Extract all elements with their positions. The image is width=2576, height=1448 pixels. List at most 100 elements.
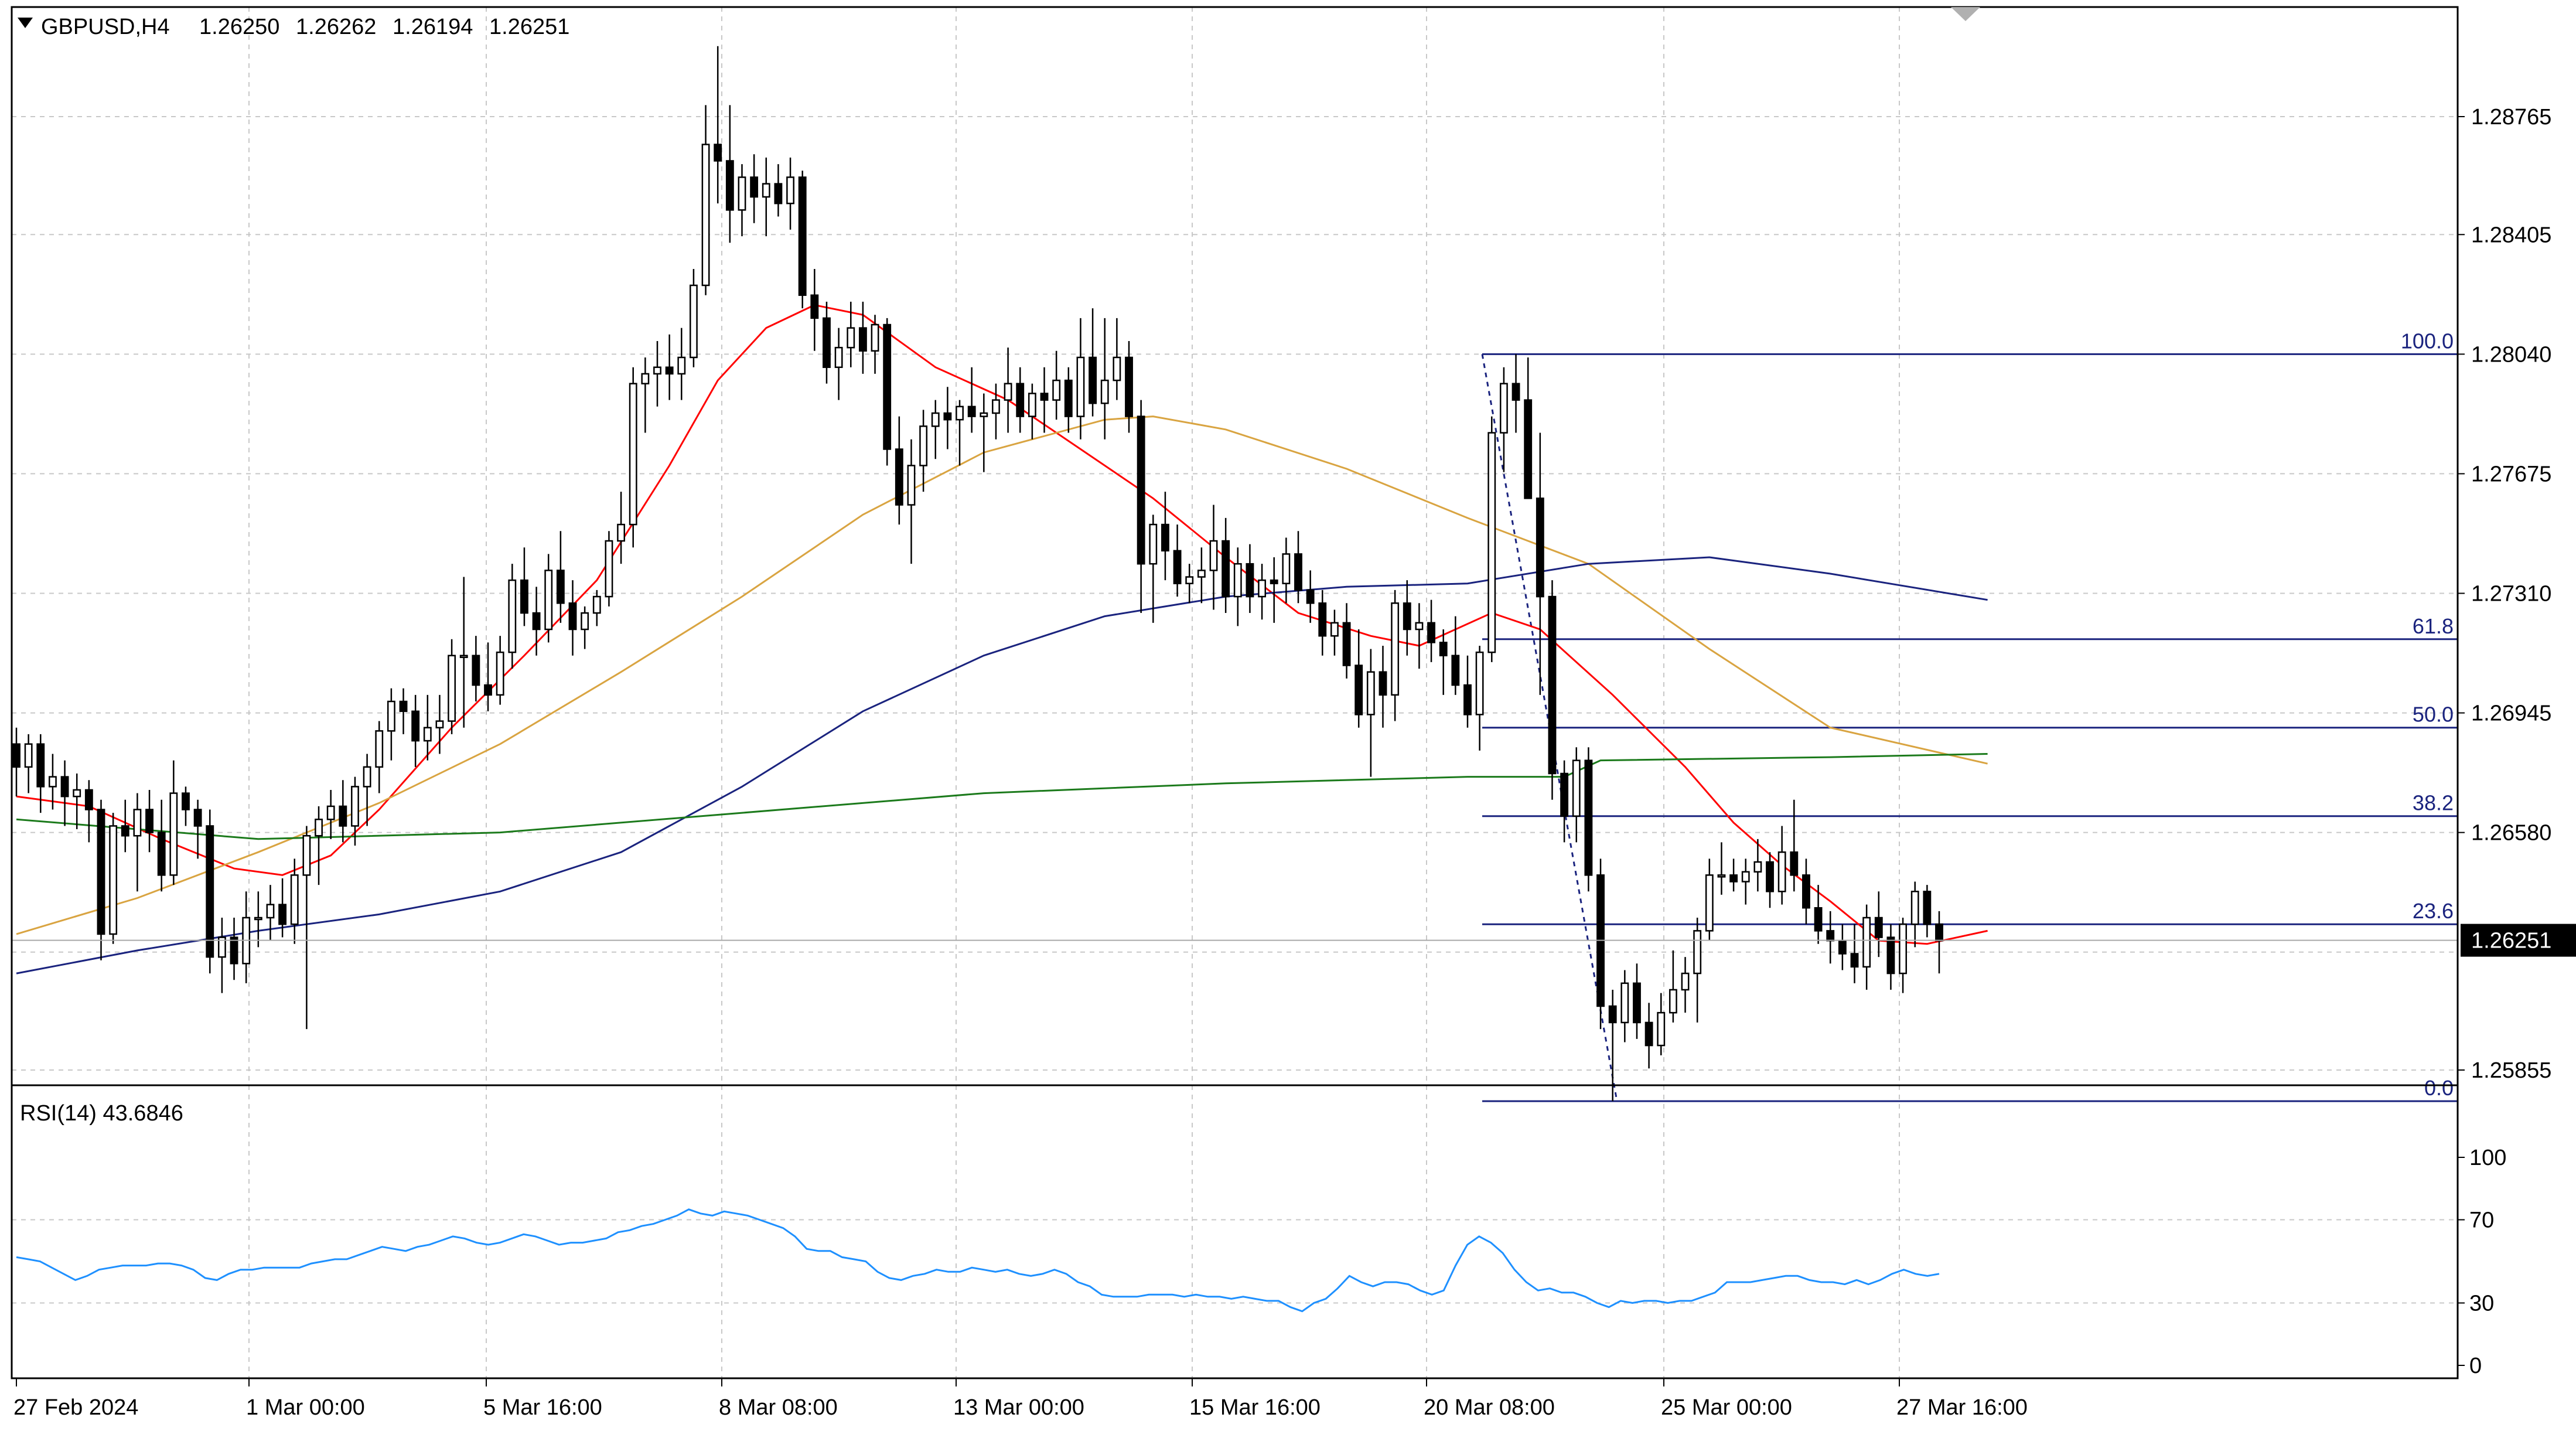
candle-body (931, 412, 940, 427)
candle-body (1487, 432, 1496, 653)
candle (278, 878, 287, 938)
candle (1487, 416, 1496, 662)
candle-body (1173, 550, 1182, 584)
candle-body (847, 327, 855, 349)
current-price-value: 1.26251 (2471, 929, 2551, 953)
high-price: 1.26262 (296, 15, 376, 39)
symbol-dropdown-icon[interactable] (18, 18, 33, 28)
candle-body (1004, 383, 1012, 401)
candle-body (387, 700, 395, 732)
rsi-indicator-label: RSI(14) 43.6846 (20, 1101, 183, 1126)
candle (1076, 318, 1085, 439)
candle-body (1197, 570, 1206, 578)
candle-body (992, 399, 1000, 414)
candle-body (1475, 651, 1484, 716)
candle (798, 171, 807, 309)
candle-body (834, 346, 843, 368)
candle (109, 813, 118, 944)
fibonacci-retracement[interactable]: 100.0 61.8 50.0 38.2 23.6 0.0 (1481, 329, 2458, 1102)
candle-body (484, 684, 492, 696)
candle-body (1741, 871, 1750, 883)
candle (931, 400, 940, 459)
time-axis[interactable]: 27 Feb 2024 1 Mar 00:00 5 Mar 16:00 8 Mar 0… (13, 1378, 2028, 1420)
candle (1185, 564, 1194, 604)
candle (774, 164, 783, 217)
candle-body (1415, 622, 1424, 631)
candle (568, 580, 577, 656)
candle (605, 531, 613, 607)
candle (1548, 580, 1557, 800)
time-axis-label: 20 Mar 08:00 (1424, 1395, 1555, 1420)
candle-body (145, 809, 153, 833)
rsi-panel-frame (11, 1084, 2459, 1379)
candle-body (448, 655, 456, 722)
fib-level-label: 38.2 (2413, 791, 2454, 815)
rsi-axis-label: 0 (2469, 1354, 2482, 1378)
candle (217, 918, 226, 993)
candle-body (1258, 579, 1267, 598)
candle (1004, 347, 1012, 433)
candle (967, 367, 976, 433)
candle (1222, 517, 1230, 614)
candle (1064, 367, 1073, 433)
candle (1246, 544, 1254, 614)
candle (73, 774, 81, 830)
candle (810, 268, 819, 351)
candle (1512, 354, 1520, 433)
candle (556, 531, 565, 623)
candle (701, 105, 710, 295)
candle (266, 885, 275, 941)
close-price: 1.26251 (489, 15, 569, 39)
candle (1741, 858, 1750, 905)
candle-body (435, 720, 444, 728)
candle (484, 642, 492, 711)
time-axis-label: 27 Feb 2024 (13, 1395, 138, 1420)
candle (496, 636, 504, 705)
candle (1016, 367, 1025, 433)
candle (714, 46, 722, 204)
current-price-tag: 1.26251 (2461, 924, 2576, 957)
candle-body (1862, 917, 1871, 968)
price-axis-label: 1.27310 (2471, 582, 2551, 607)
candle (1258, 564, 1267, 620)
candle-body (677, 356, 686, 375)
candle-body (1620, 982, 1629, 1024)
candle-body (1705, 874, 1714, 932)
candle-body (339, 805, 347, 827)
candle (1802, 858, 1810, 925)
candle-body (399, 700, 408, 713)
candle-body (1499, 383, 1508, 434)
candle-body (871, 323, 879, 352)
candle (992, 383, 1000, 439)
candle-body (1899, 923, 1908, 975)
candle-body (1342, 622, 1351, 666)
symbol-label: GBPUSD,H4 (41, 15, 170, 39)
candle-body (1246, 563, 1254, 598)
price-axis[interactable]: 1.28765 1.28405 1.28040 1.27675 1.27310 1.269… (2458, 105, 2551, 1083)
candle (1161, 492, 1169, 581)
candle (1391, 590, 1400, 721)
candle (762, 157, 770, 237)
candle (1874, 891, 1883, 958)
candle (1910, 881, 1919, 948)
candle-body (980, 412, 988, 417)
candle (653, 340, 661, 407)
candle (1753, 839, 1762, 892)
candle (1923, 885, 1932, 938)
fib-level-label: 23.6 (2413, 899, 2454, 923)
candle-body (1753, 861, 1762, 873)
candle-body (326, 805, 335, 820)
fib-level-label: 0.0 (2424, 1076, 2454, 1100)
chart-shift-marker[interactable] (1951, 7, 1980, 21)
candle-body (206, 825, 214, 958)
candle-body (1137, 415, 1145, 565)
candle-body (1923, 891, 1932, 925)
candle (508, 564, 517, 669)
rsi-line (16, 1208, 1940, 1313)
candle-body (665, 366, 674, 375)
candle-body (182, 792, 190, 810)
candle-body (217, 936, 226, 958)
candle (1899, 918, 1908, 993)
candle (1270, 557, 1278, 623)
